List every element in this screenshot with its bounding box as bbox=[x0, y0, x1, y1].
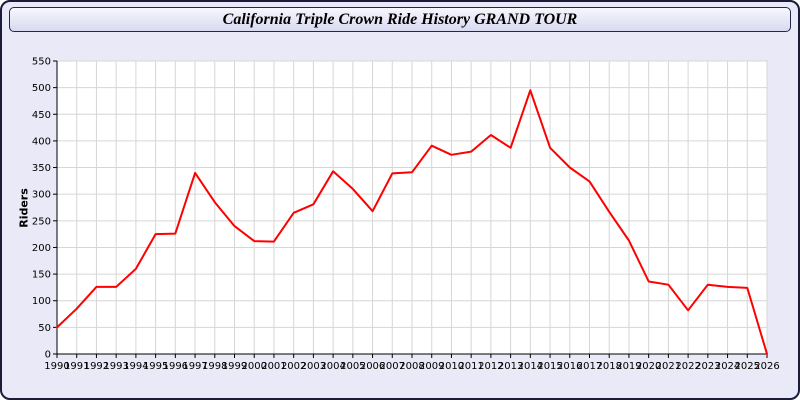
svg-text:1997: 1997 bbox=[182, 361, 207, 372]
svg-text:2024: 2024 bbox=[715, 361, 740, 372]
svg-text:1999: 1999 bbox=[222, 361, 247, 372]
svg-text:450: 450 bbox=[32, 110, 51, 121]
svg-text:2021: 2021 bbox=[656, 361, 681, 372]
svg-text:2011: 2011 bbox=[458, 361, 483, 372]
chart-title-bar: California Triple Crown Ride History GRA… bbox=[9, 7, 791, 32]
svg-text:50: 50 bbox=[38, 323, 51, 334]
x-tick-labels: 1990199119921993199419951996199719981999… bbox=[44, 361, 779, 372]
svg-text:400: 400 bbox=[32, 136, 51, 147]
svg-text:1995: 1995 bbox=[143, 361, 168, 372]
svg-text:2001: 2001 bbox=[261, 361, 286, 372]
svg-text:2022: 2022 bbox=[675, 361, 700, 372]
y-tick-labels: 0 50 100 150 200 250 300 350 400 450 500 550 bbox=[32, 57, 51, 361]
chart-panel: 0 50 100 150 200 250 300 350 400 450 500 550 1990 199… bbox=[10, 46, 794, 394]
svg-text:2010: 2010 bbox=[439, 361, 464, 372]
svg-text:2020: 2020 bbox=[636, 361, 661, 372]
svg-text:350: 350 bbox=[32, 163, 51, 174]
svg-text:250: 250 bbox=[32, 216, 51, 227]
svg-text:200: 200 bbox=[32, 243, 51, 254]
svg-text:100: 100 bbox=[32, 296, 51, 307]
svg-text:1994: 1994 bbox=[123, 361, 148, 372]
svg-text:550: 550 bbox=[32, 57, 51, 68]
svg-text:2006: 2006 bbox=[360, 361, 385, 372]
svg-text:150: 150 bbox=[32, 270, 51, 281]
svg-text:2005: 2005 bbox=[340, 361, 365, 372]
line-chart: 0501001502002503003504004505005501990199… bbox=[32, 57, 780, 373]
svg-text:1991: 1991 bbox=[64, 361, 89, 372]
svg-text:1993: 1993 bbox=[103, 361, 128, 372]
svg-text:2026: 2026 bbox=[754, 361, 779, 372]
svg-text:2003: 2003 bbox=[301, 361, 326, 372]
svg-text:2004: 2004 bbox=[320, 361, 345, 372]
svg-text:2015: 2015 bbox=[537, 361, 562, 372]
svg-text:2009: 2009 bbox=[419, 361, 444, 372]
chart-title: California Triple Crown Ride History GRA… bbox=[222, 10, 578, 28]
svg-text:300: 300 bbox=[32, 190, 51, 201]
svg-text:2014: 2014 bbox=[518, 361, 543, 372]
svg-text:1996: 1996 bbox=[163, 361, 188, 372]
svg-text:2007: 2007 bbox=[380, 361, 405, 372]
svg-text:2000: 2000 bbox=[241, 361, 266, 372]
svg-text:2002: 2002 bbox=[281, 361, 306, 372]
svg-text:2017: 2017 bbox=[577, 361, 602, 372]
svg-text:0: 0 bbox=[45, 350, 51, 361]
series-line-riders bbox=[56, 89, 768, 355]
svg-text:1998: 1998 bbox=[202, 361, 227, 372]
svg-text:1992: 1992 bbox=[84, 361, 109, 372]
svg-text:2019: 2019 bbox=[616, 361, 641, 372]
svg-text:2016: 2016 bbox=[557, 361, 582, 372]
svg-text:2018: 2018 bbox=[596, 361, 621, 372]
svg-text:2025: 2025 bbox=[735, 361, 760, 372]
svg-text:2012: 2012 bbox=[478, 361, 503, 372]
svg-text:2008: 2008 bbox=[399, 361, 424, 372]
y-axis-label: Riders bbox=[17, 188, 31, 228]
svg-text:2023: 2023 bbox=[695, 361, 720, 372]
svg-text:2013: 2013 bbox=[498, 361, 523, 372]
svg-text:1990: 1990 bbox=[44, 361, 69, 372]
svg-text:500: 500 bbox=[32, 83, 51, 94]
